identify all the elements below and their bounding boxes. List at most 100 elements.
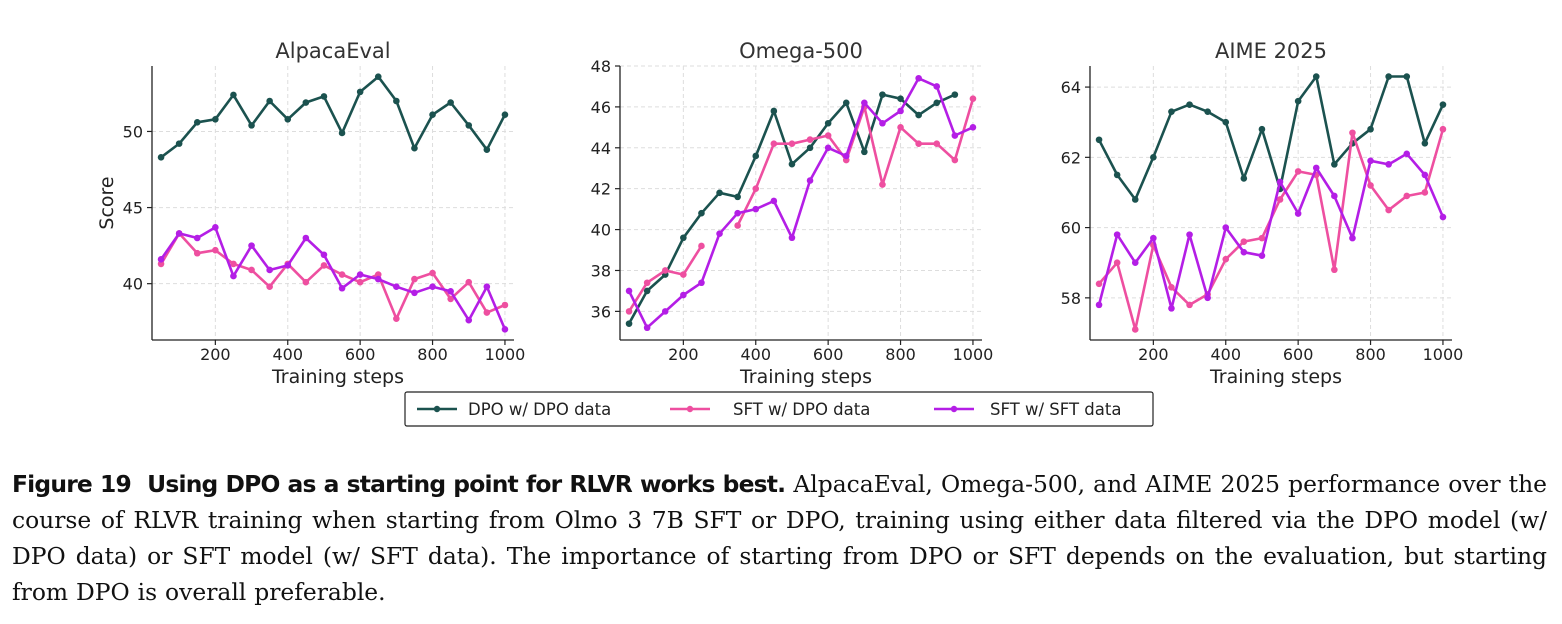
omega-500-ytick-label: 38 (591, 261, 611, 280)
omega-500-xlabel: Training steps (739, 366, 872, 388)
omega-500-point-sft-sft (842, 152, 850, 160)
aime-2025-point-sft-dpo (1349, 129, 1356, 137)
aime-2025-point-dpo-dpo (1240, 175, 1248, 182)
aime-2025-point-sft-sft (1186, 231, 1193, 238)
omega-500-point-sft-sft (770, 197, 778, 205)
alpacaeval-xtick-label: 400 (272, 345, 303, 364)
alpacaeval-point-sft-sft (230, 272, 237, 280)
alpacaeval-xlabel: Training steps (271, 366, 404, 388)
alpacaeval-point-sft-sft (411, 289, 418, 297)
alpacaeval-point-sft-sft (374, 275, 382, 283)
omega-500-xtick-label: 800 (885, 345, 916, 364)
caption-body: AlpacaEval, Omega-500, and AIME 2025 per… (12, 470, 1547, 606)
caption-label: Figure 19 (12, 470, 132, 498)
omega-500-point-sft-sft (824, 144, 832, 152)
aime-2025-point-sft-sft (1331, 192, 1338, 200)
aime-2025-series-dpo-dpo (1097, 75, 1445, 201)
omega-500-point-sft-sft (625, 287, 633, 295)
omega-500-point-sft-sft (969, 124, 977, 131)
aime-2025-point-dpo-dpo (1258, 125, 1266, 133)
alpacaeval-xtick-label: 1000 (485, 345, 526, 364)
omega-500-point-sft-dpo (788, 140, 796, 148)
alpacaeval-point-sft-dpo (248, 266, 255, 274)
omega-500-point-sft-dpo (933, 140, 941, 148)
omega-500-ytick-label: 40 (591, 221, 611, 240)
omega-500-point-sft-sft (643, 324, 651, 332)
omega-500-xtick-label: 400 (740, 345, 771, 364)
omega-500-xtick-label: 600 (813, 345, 844, 364)
aime-2025-point-sft-dpo (1276, 196, 1284, 203)
aime-2025-point-dpo-dpo (1421, 139, 1429, 147)
omega-500-ytick-label: 44 (591, 139, 611, 158)
omega-500-point-dpo-dpo (770, 107, 778, 115)
alpacaeval-point-dpo-dpo (501, 111, 509, 119)
omega-500-xtick-label: 200 (668, 345, 699, 364)
legend-marker-sft-dpo (686, 405, 694, 413)
omega-500-series-sft-sft (627, 77, 974, 330)
omega-500-point-sft-dpo (661, 267, 669, 274)
aime-2025-ytick-label: 58 (1061, 289, 1081, 308)
legend-marker-sft-sft (950, 405, 958, 413)
omega-500-point-dpo-dpo (915, 111, 922, 119)
legend-box (404, 391, 1154, 427)
omega-500-point-dpo-dpo (806, 144, 814, 152)
alpacaeval-point-dpo-dpo (284, 115, 292, 123)
legend-label-dpo-dpo: DPO w/ DPO data (468, 400, 611, 419)
alpacaeval-point-sft-dpo (465, 278, 473, 286)
alpacaeval-point-sft-dpo (356, 278, 364, 286)
omega-500-series-dpo-dpo (627, 93, 956, 325)
aime-2025-point-dpo-dpo (1439, 101, 1447, 108)
aime-2025-point-dpo-dpo (1168, 108, 1175, 115)
alpacaeval-point-dpo-dpo (356, 88, 364, 96)
alpacaeval-point-sft-sft (320, 251, 328, 259)
alpacaeval-point-sft-dpo (230, 260, 237, 268)
alpacaeval-point-sft-sft (483, 283, 491, 291)
alpacaeval-title: AlpacaEval (275, 39, 390, 63)
alpacaeval-point-sft-dpo (302, 278, 310, 286)
omega-500-point-dpo-dpo (951, 91, 959, 98)
aime-2025-point-sft-sft (1367, 157, 1374, 165)
alpacaeval-point-dpo-dpo (302, 99, 310, 106)
alpacaeval-point-sft-sft (193, 234, 201, 242)
alpacaeval-point-dpo-dpo (483, 146, 491, 154)
aime-2025-xtick-label: 1000 (1423, 345, 1464, 364)
omega-500-point-sft-dpo (680, 271, 687, 278)
panel-aime-2025: 200 400 600 800 1000 58 60 62 64 AIME 2025 Trainin… (1061, 39, 1464, 388)
omega-500-point-sft-sft (734, 209, 741, 217)
alpacaeval-point-sft-sft (465, 316, 473, 324)
alpacaeval-point-dpo-dpo (429, 111, 436, 119)
aime-2025-point-sft-dpo (1222, 255, 1230, 263)
alpacaeval-point-sft-sft (501, 326, 509, 333)
alpacaeval-point-sft-sft (302, 234, 310, 242)
aime-2025-point-sft-sft (1439, 213, 1447, 221)
aime-2025-point-sft-sft (1113, 231, 1121, 238)
figure-caption: Figure 19 Using DPO as a starting point … (12, 466, 1547, 610)
alpacaeval-point-sft-sft (284, 262, 292, 269)
aime-2025-ytick-label: 62 (1061, 148, 1081, 167)
omega-500-point-sft-sft (788, 234, 796, 242)
aime-2025-point-dpo-dpo (1113, 171, 1121, 179)
omega-500-point-dpo-dpo (734, 193, 741, 201)
omega-500-point-sft-sft (806, 177, 814, 184)
omega-500-point-dpo-dpo (861, 148, 868, 156)
omega-500-point-sft-sft (680, 291, 687, 299)
alpacaeval-point-sft-sft (266, 266, 273, 274)
aime-2025-point-dpo-dpo (1294, 97, 1302, 105)
aime-2025-point-sft-sft (1349, 234, 1356, 242)
aime-2025-point-sft-dpo (1168, 284, 1175, 291)
omega-500-ytick-label: 36 (591, 302, 611, 321)
omega-500-point-dpo-dpo (643, 287, 651, 295)
alpacaeval-xtick-label: 200 (200, 345, 231, 364)
omega-500-xtick-label: 1000 (953, 345, 994, 364)
alpacaeval-point-sft-dpo (374, 271, 382, 278)
omega-500-point-sft-sft (698, 279, 705, 287)
omega-500-point-dpo-dpo (842, 99, 850, 107)
aime-2025-ytick-label: 64 (1061, 78, 1081, 97)
alpacaeval-point-sft-dpo (193, 249, 201, 257)
alpacaeval-point-sft-dpo (266, 283, 273, 291)
aime-2025-xtick-label: 600 (1283, 345, 1314, 364)
aime-2025-point-sft-dpo (1385, 206, 1392, 214)
omega-500-point-sft-sft (915, 74, 922, 82)
alpacaeval-point-dpo-dpo (175, 140, 183, 147)
